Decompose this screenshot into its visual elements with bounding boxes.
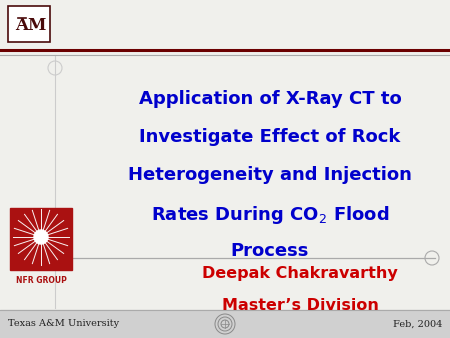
Text: M: M: [27, 17, 45, 33]
Text: Deepak Chakravarthy: Deepak Chakravarthy: [202, 266, 398, 281]
Circle shape: [34, 230, 48, 244]
Text: Application of X-Ray CT to: Application of X-Ray CT to: [139, 90, 401, 108]
Text: Master’s Division: Master’s Division: [221, 298, 378, 313]
Text: Feb, 2004: Feb, 2004: [392, 319, 442, 329]
Bar: [8, 6, 50, 42]
Text: Investigate Effect of Rock: Investigate Effect of Rock: [140, 128, 401, 146]
Text: NFR GROUP: NFR GROUP: [16, 276, 67, 285]
Text: Process: Process: [231, 242, 309, 260]
Text: Texas A&M University: Texas A&M University: [8, 319, 119, 329]
Bar: [0, 310, 450, 338]
Bar: [10, 208, 72, 270]
Text: Rates During CO$_2$ Flood: Rates During CO$_2$ Flood: [151, 204, 389, 226]
Text: Heterogeneity and Injection: Heterogeneity and Injection: [128, 166, 412, 184]
Text: A: A: [15, 17, 28, 33]
